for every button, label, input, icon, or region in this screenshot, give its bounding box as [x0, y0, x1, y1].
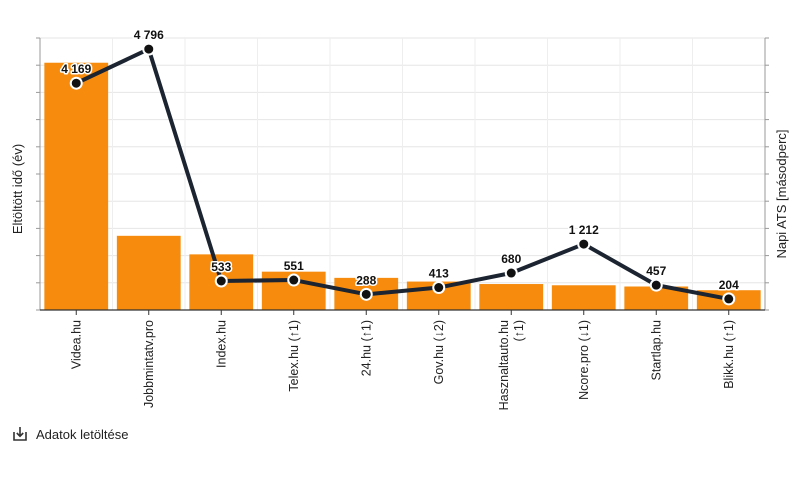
category-label-0: Videa.hu — [69, 320, 83, 369]
category-label-1: Jobbmintatv.pro — [142, 320, 156, 408]
ats-label-4: 288 — [356, 273, 376, 287]
category-label-line: 24.hu (↑1) — [359, 320, 373, 376]
ats-point-7 — [577, 237, 591, 251]
category-label-4: 24.hu (↑1) — [359, 320, 373, 376]
y-axis-left-title: Eltöltött idő (év) — [10, 144, 25, 234]
category-label-9: Blikk.hu (↑1) — [722, 320, 736, 389]
ats-label-3: 551 — [284, 259, 304, 273]
ats-line — [75, 47, 730, 301]
category-label-line: (↑1) — [512, 320, 526, 342]
category-label-line: Ncore.pro (↓1) — [577, 320, 591, 400]
ats-point-9 — [722, 292, 736, 306]
category-label-line: Blikk.hu (↑1) — [722, 320, 736, 389]
ats-label-8: 457 — [646, 264, 666, 278]
ats-label-0: 4 169 — [61, 62, 91, 76]
ats-point-4 — [359, 287, 373, 301]
ats-point-3 — [287, 273, 301, 287]
category-label-line: Startlap.hu — [649, 320, 663, 381]
ats-point-6 — [504, 266, 518, 280]
y-axis-right-title: Napi ATS [másodperc] — [774, 129, 789, 258]
ats-label-9: 204 — [719, 278, 739, 292]
category-label-3: Telex.hu (↑1) — [287, 320, 301, 392]
bar-1 — [116, 235, 181, 310]
bar-8 — [624, 286, 689, 310]
category-label-line: Videa.hu — [69, 320, 83, 369]
ats-point-1 — [142, 42, 156, 56]
category-label-line: Telex.hu (↑1) — [287, 320, 301, 392]
category-label-5: Gov.hu (↓2) — [432, 320, 446, 384]
ats-point-2 — [214, 274, 228, 288]
chart: 4 169 4 796 533 551 288 413 680 1 212 457 204 Vide… — [10, 27, 789, 411]
ats-label-5: 413 — [429, 267, 449, 281]
ats-point-0 — [69, 76, 83, 90]
ats-label-6: 680 — [501, 252, 521, 266]
download-label: Adatok letöltése — [36, 426, 129, 442]
category-label-2: Index.hu — [214, 320, 228, 368]
download-data-button[interactable]: Adatok letöltése — [12, 426, 129, 442]
category-label-8: Startlap.hu — [649, 320, 663, 381]
download-icon — [12, 426, 28, 442]
bar-7 — [551, 285, 616, 310]
ats-label-2: 533 — [211, 260, 231, 274]
category-label-line: Jobbmintatv.pro — [142, 320, 156, 408]
category-label-6: Hasznaltauto.hu (↑1) — [497, 320, 526, 410]
bar-6 — [479, 284, 544, 310]
ats-label-1: 4 796 — [134, 28, 164, 42]
category-label-line: Index.hu — [214, 320, 228, 368]
ats-point-5 — [432, 281, 446, 295]
category-label-7: Ncore.pro (↓1) — [577, 320, 591, 400]
ats-point-8 — [649, 278, 663, 292]
category-label-line: Hasznaltauto.hu — [497, 320, 511, 410]
category-label-line: Gov.hu (↓2) — [432, 320, 446, 384]
ats-label-7: 1 212 — [569, 223, 599, 237]
bar-0 — [44, 62, 109, 311]
